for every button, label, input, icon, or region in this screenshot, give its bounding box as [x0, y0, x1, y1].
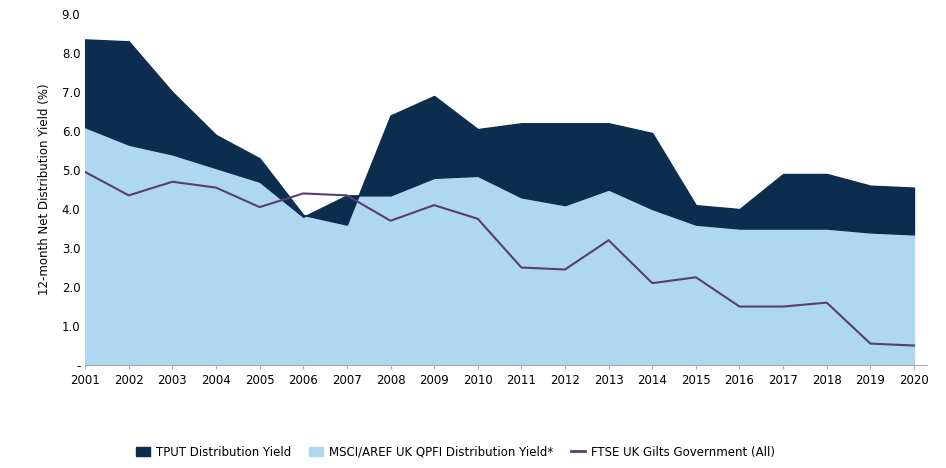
- Legend: TPUT Distribution Yield, MSCI/AREF UK QPFI Distribution Yield*, FTSE UK Gilts Go: TPUT Distribution Yield, MSCI/AREF UK QP…: [131, 439, 781, 464]
- Y-axis label: 12-month Net Distribution Yield (%): 12-month Net Distribution Yield (%): [38, 84, 50, 295]
